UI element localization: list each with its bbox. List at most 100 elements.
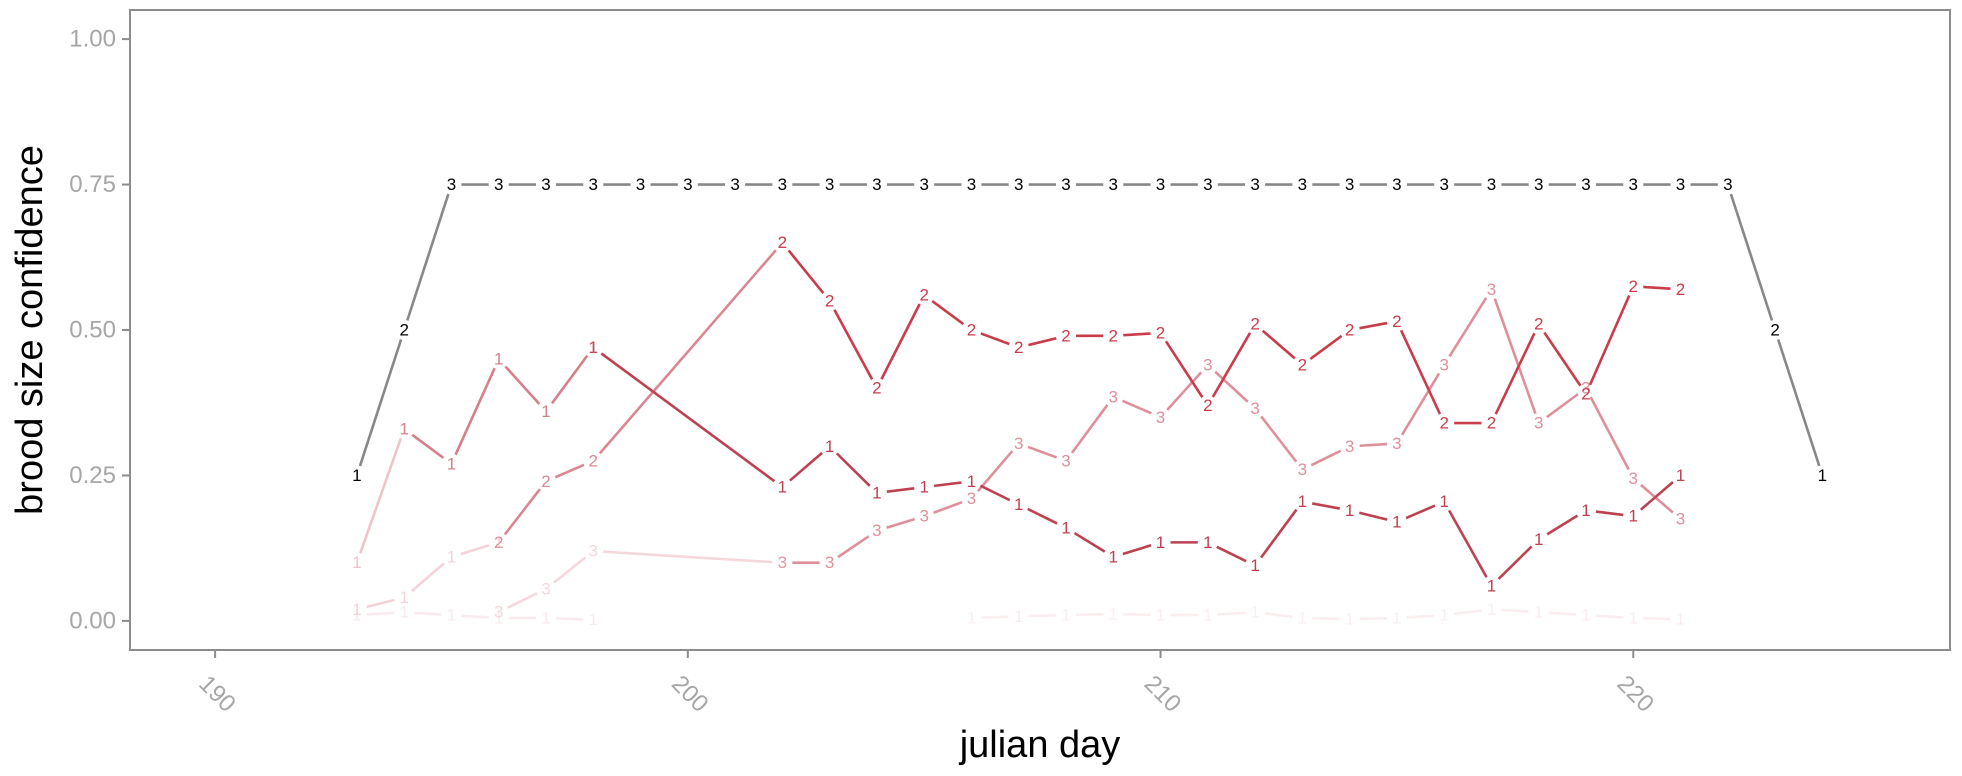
series-line-segment bbox=[1309, 334, 1343, 361]
series-6: 11 bbox=[352, 419, 409, 572]
point-label: 1 bbox=[1676, 610, 1685, 629]
point-label: 3 bbox=[730, 175, 739, 194]
series-line-segment bbox=[1359, 442, 1388, 448]
series-line-segment bbox=[1501, 608, 1529, 613]
point-label: 3 bbox=[1723, 175, 1732, 194]
series-line-segment bbox=[1027, 507, 1058, 525]
point-label: 1 bbox=[1298, 609, 1307, 628]
series-line-segment bbox=[1311, 502, 1341, 510]
series-line-segment bbox=[1453, 609, 1482, 616]
point-label: 3 bbox=[1014, 434, 1023, 453]
point-label: 3 bbox=[1534, 175, 1543, 194]
point-label: 3 bbox=[1109, 175, 1118, 194]
series-line-segment bbox=[1310, 449, 1342, 467]
point-label: 2 bbox=[589, 451, 598, 470]
point-label: 1 bbox=[589, 338, 598, 357]
point-label: 2 bbox=[541, 472, 550, 491]
point-label: 2 bbox=[825, 291, 834, 310]
series-line-segment bbox=[1164, 340, 1204, 398]
series-line-segment bbox=[1406, 614, 1435, 619]
point-label: 1 bbox=[1581, 606, 1590, 625]
series-line-segment bbox=[933, 481, 962, 488]
point-label: 3 bbox=[1250, 175, 1259, 194]
series-line-segment bbox=[1493, 298, 1537, 415]
series-line-segment bbox=[503, 488, 541, 536]
point-label: 3 bbox=[589, 175, 598, 194]
series-line-segment bbox=[406, 193, 450, 321]
point-label: 3 bbox=[636, 175, 645, 194]
point-label: 3 bbox=[872, 521, 881, 540]
point-label: 3 bbox=[1298, 175, 1307, 194]
series-line-segment bbox=[1028, 614, 1057, 618]
point-label: 1 bbox=[1818, 466, 1827, 485]
point-label: 1 bbox=[589, 338, 598, 357]
point-label: 1 bbox=[1487, 600, 1496, 619]
x-tick-label: 200 bbox=[666, 670, 713, 717]
series-line-segment bbox=[1447, 509, 1488, 578]
point-label: 1 bbox=[825, 437, 834, 456]
series-line-segment bbox=[554, 463, 585, 479]
y-axis: 0.00 0.25 0.50 0.75 1.00 bbox=[69, 26, 130, 634]
series-line-segment bbox=[359, 437, 403, 554]
point-label: 3 bbox=[1534, 414, 1543, 433]
point-label: 2 bbox=[1250, 315, 1259, 334]
series-line-segment bbox=[1217, 611, 1246, 616]
series-line-segment bbox=[1448, 297, 1488, 358]
y-tick-label: 0.50 bbox=[69, 317, 116, 344]
series-line-segment bbox=[1543, 331, 1582, 387]
series-line-segment bbox=[1214, 370, 1249, 403]
series-line-segment bbox=[1123, 332, 1151, 337]
series-3: 1 1 1 1 1 bbox=[399, 338, 598, 473]
point-label: 3 bbox=[1676, 510, 1685, 529]
series-line-segment bbox=[1399, 329, 1442, 415]
series-line-segment bbox=[835, 452, 871, 487]
y-axis-title: brood size confidence bbox=[9, 145, 51, 515]
point-label: 3 bbox=[1487, 280, 1496, 299]
series-line-segment bbox=[1264, 612, 1293, 619]
series-line-segment bbox=[1595, 510, 1624, 517]
series-line-segment bbox=[1595, 614, 1624, 619]
series-line-segment bbox=[980, 332, 1010, 346]
y-tick-label: 0.25 bbox=[69, 462, 116, 489]
point-label: 1 bbox=[1061, 518, 1070, 537]
series-line-segment bbox=[837, 535, 870, 559]
point-label: 3 bbox=[1014, 175, 1023, 194]
point-label: 1 bbox=[1439, 606, 1448, 625]
series-line-segment bbox=[1070, 404, 1109, 454]
point-label: 1 bbox=[1298, 492, 1307, 511]
series-line-segment bbox=[886, 487, 915, 493]
point-label: 1 bbox=[352, 466, 361, 485]
point-label: 1 bbox=[967, 609, 976, 628]
point-label: 1 bbox=[1250, 556, 1259, 575]
point-label: 1 bbox=[589, 610, 598, 629]
series-line-segment bbox=[454, 367, 496, 456]
point-label: 3 bbox=[447, 175, 456, 194]
y-tick-label: 1.00 bbox=[69, 26, 116, 53]
series-line-segment bbox=[414, 611, 442, 616]
x-tick-label: 220 bbox=[1612, 670, 1659, 717]
point-label: 1 bbox=[1439, 492, 1448, 511]
series-line-segment bbox=[410, 562, 445, 593]
point-label: 1 bbox=[494, 609, 503, 628]
series-line-segment bbox=[1259, 508, 1298, 559]
series-line-segment bbox=[979, 484, 1011, 502]
series-line-segment bbox=[1546, 514, 1579, 536]
point-label: 1 bbox=[1156, 606, 1165, 625]
series-line-segment bbox=[1121, 399, 1152, 415]
series-line-segment bbox=[550, 354, 589, 405]
point-label: 2 bbox=[778, 233, 787, 252]
point-label: 3 bbox=[1487, 175, 1496, 194]
point-label: 3 bbox=[1203, 175, 1212, 194]
series-2: 2 2 2 2 2 2 2 2 2 2 2 2 2 2 2 2 2 2 2 2 bbox=[778, 233, 1686, 432]
series-line-segment bbox=[1589, 396, 1630, 471]
series-line-segment bbox=[880, 303, 921, 380]
point-label: 1 bbox=[1629, 507, 1638, 526]
x-tick-label: 190 bbox=[193, 670, 240, 717]
series-line-segment bbox=[603, 550, 773, 564]
point-label: 3 bbox=[1345, 175, 1354, 194]
series-5: 3 3 3 3 3 3 3 3 3 3 3 3 3 3 3 3 3 3 3 3 bbox=[778, 280, 1686, 572]
point-label: 1 bbox=[1629, 609, 1638, 628]
series-line-segment bbox=[1359, 321, 1388, 330]
